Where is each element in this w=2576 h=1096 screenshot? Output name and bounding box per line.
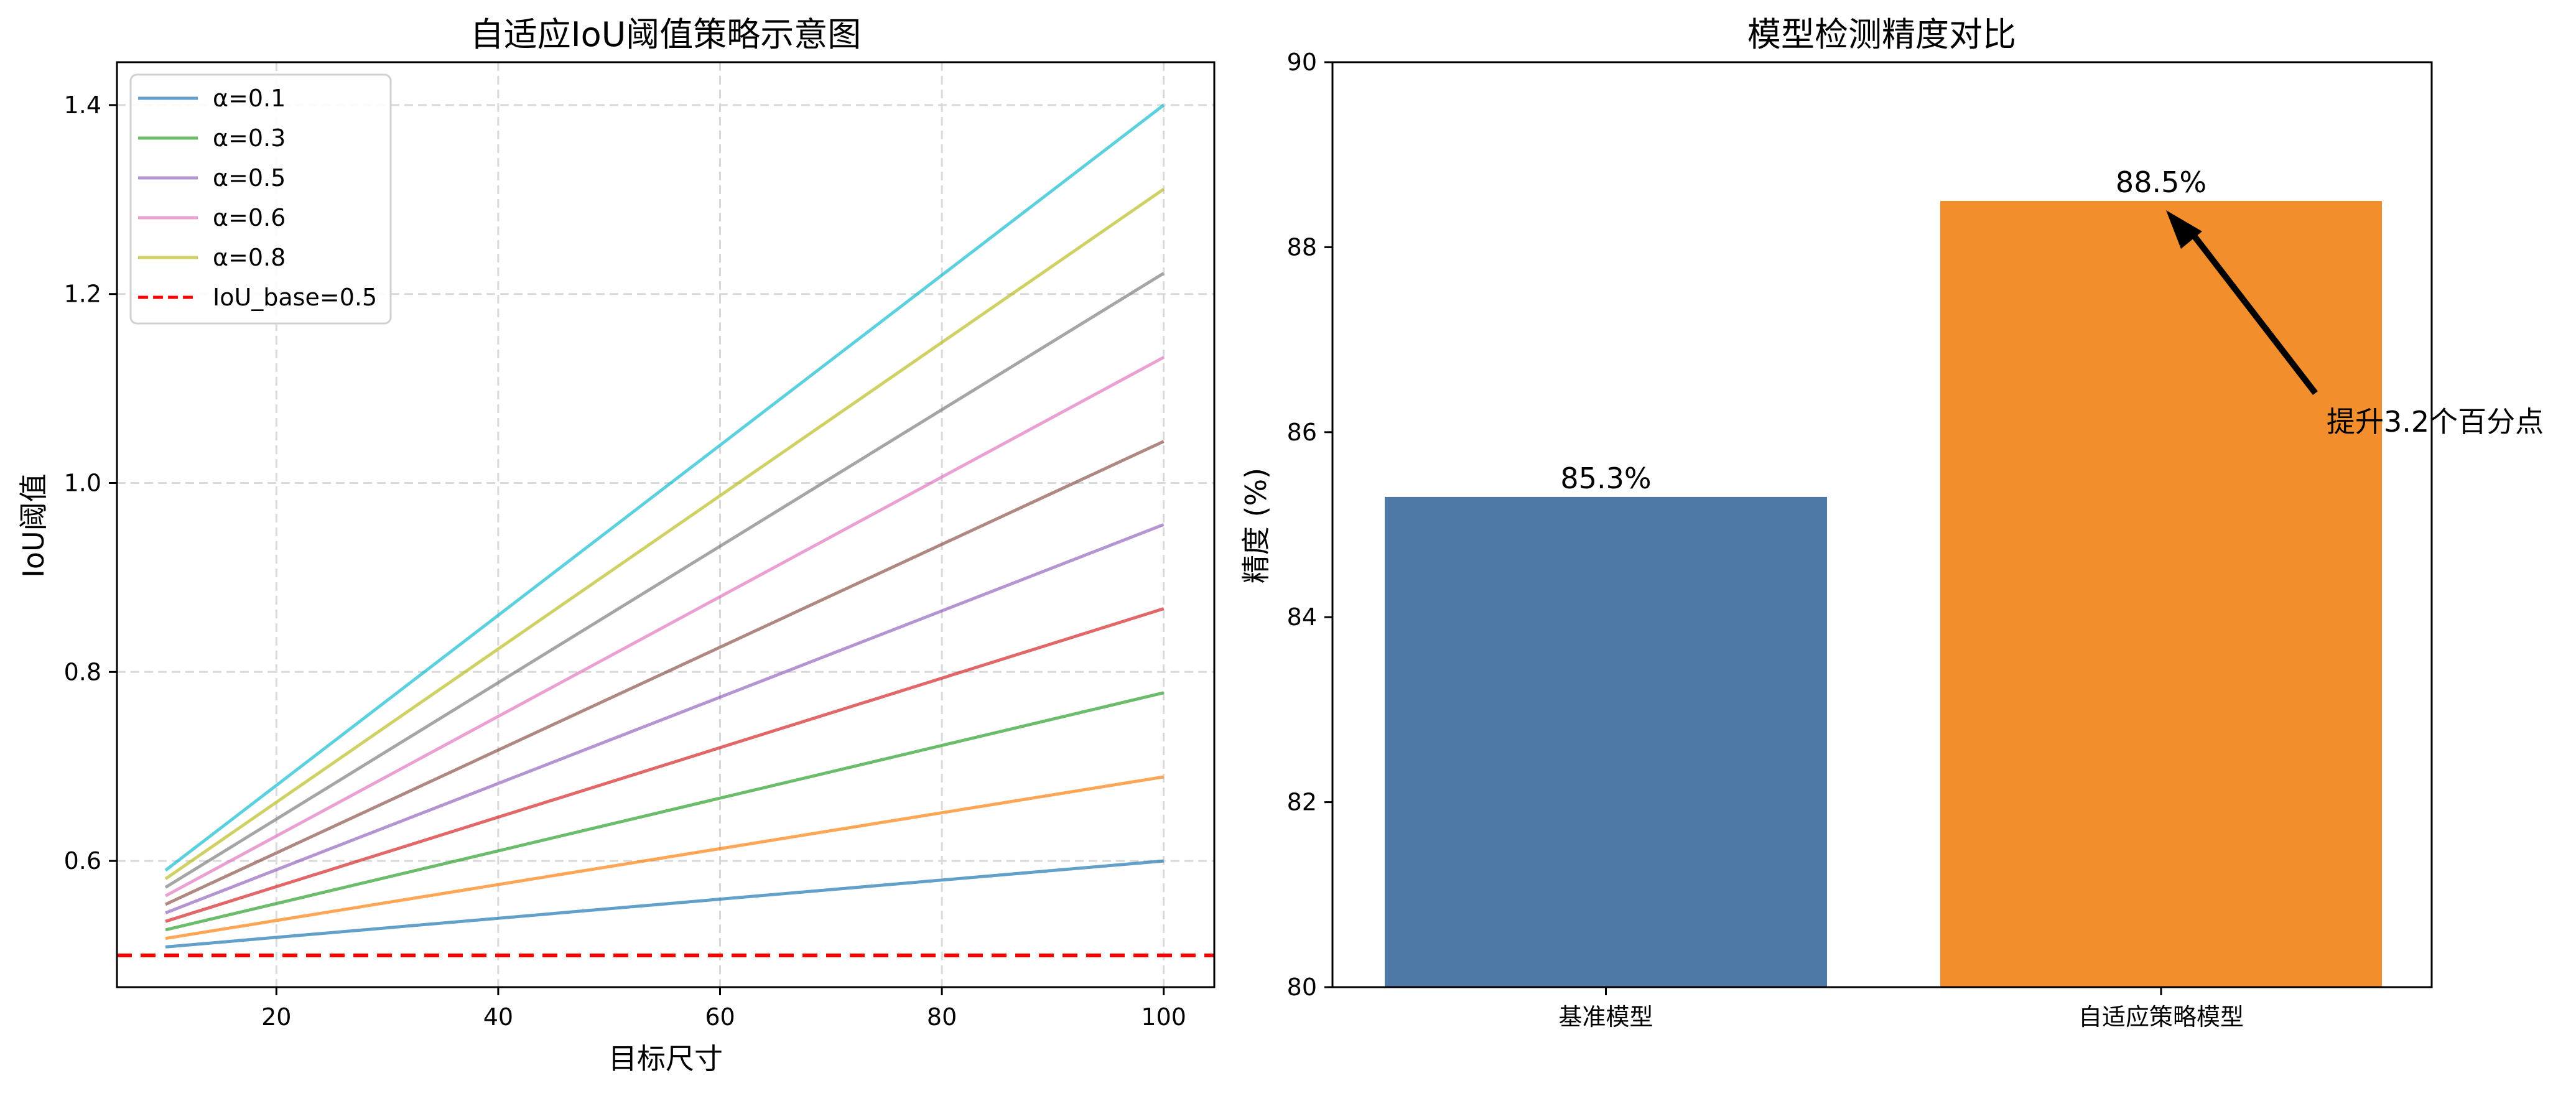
legend-label: α=0.8 [213, 244, 286, 271]
left-chart-title: 自适应IoU阈值策略示意图 [470, 15, 862, 54]
left-ticks: 20 40 60 80 100 0.6 0.8 1.0 1.2 1.4 [64, 91, 1186, 1031]
right-chart: 模型检测精度对比 85.3% 88.5% 基准模型 自适应策略模型 80 82 84 86 8… [1239, 15, 2544, 1031]
y-tick-label: 82 [1287, 789, 1317, 816]
x-tick-label: 60 [705, 1003, 735, 1031]
series-line [165, 775, 1165, 940]
y-tick-label: 84 [1287, 603, 1317, 631]
bar [1385, 496, 1827, 987]
y-tick-label: 1.2 [64, 281, 101, 308]
series-line [164, 440, 1165, 906]
left-x-axis-label: 目标尺寸 [608, 1042, 723, 1075]
x-tick-label: 80 [927, 1003, 957, 1031]
legend-label: α=0.5 [213, 164, 286, 192]
series-line [164, 356, 1165, 898]
right-bars: 85.3% 88.5% [1385, 165, 2382, 987]
bar-value-label: 85.3% [1560, 462, 1651, 495]
series-line [164, 103, 1165, 872]
y-tick-label: 1.4 [64, 91, 101, 119]
legend-label: α=0.1 [213, 85, 286, 112]
y-tick-label: 1.0 [64, 470, 101, 497]
improvement-annotation: 提升3.2个百分点 [2166, 210, 2544, 439]
series-line [165, 607, 1165, 923]
left-y-axis-label: IoU阈值 [17, 473, 50, 577]
x-tick-label: 100 [1141, 1003, 1186, 1031]
series-line [165, 691, 1165, 932]
y-tick-label: 0.6 [64, 847, 101, 875]
right-y-axis-label: 精度 (%) [1239, 468, 1273, 583]
left-chart: 自适应IoU阈值策略示意图 20 40 60 80 100 0.6 0.8 1.0 1.2 1.4… [17, 15, 1216, 1075]
left-series-lines [164, 103, 1165, 949]
series-line [164, 272, 1165, 889]
x-tick-label: 20 [261, 1003, 291, 1031]
right-axes-frame [1331, 61, 2433, 988]
series-line [164, 188, 1165, 881]
x-category-label: 基准模型 [1558, 1003, 1653, 1031]
legend: α=0.1 α=0.3 α=0.5 α=0.6 α=0.8 IoU_base=0.5 [129, 73, 392, 325]
annotation-text: 提升3.2个百分点 [2327, 405, 2544, 439]
x-category-label: 自适应策略模型 [2078, 1003, 2244, 1031]
legend-label: IoU_base=0.5 [213, 284, 377, 311]
left-axes-frame [116, 61, 1216, 988]
series-line [165, 523, 1165, 914]
bar-value-label: 88.5% [2116, 165, 2206, 199]
arrow-head-icon [2166, 210, 2202, 249]
y-tick-label: 90 [1287, 49, 1317, 76]
series-line [165, 859, 1164, 949]
y-tick-label: 0.8 [64, 658, 101, 685]
x-tick-label: 40 [483, 1003, 513, 1031]
y-tick-label: 88 [1287, 233, 1317, 261]
legend-label: α=0.6 [213, 204, 286, 231]
y-tick-label: 86 [1287, 419, 1317, 446]
y-tick-label: 80 [1287, 973, 1317, 1001]
right-chart-title: 模型检测精度对比 [1747, 15, 2016, 54]
arrow-icon [2187, 228, 2318, 396]
legend-label: α=0.3 [213, 124, 286, 152]
bar [1940, 201, 2382, 987]
right-ticks: 基准模型 自适应策略模型 80 82 84 86 88 90 [1287, 49, 2244, 1031]
